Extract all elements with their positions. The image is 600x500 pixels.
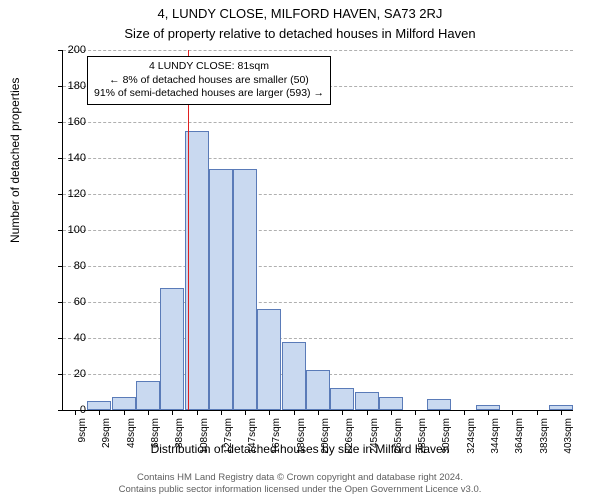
x-tick-mark bbox=[537, 410, 538, 415]
x-tick-label: 344sqm bbox=[490, 418, 501, 468]
x-tick-mark bbox=[391, 410, 392, 415]
x-tick-mark bbox=[488, 410, 489, 415]
bar bbox=[476, 405, 500, 410]
x-tick-mark bbox=[245, 410, 246, 415]
x-tick-mark bbox=[367, 410, 368, 415]
x-tick-label: 324sqm bbox=[466, 418, 477, 468]
footer-line1: Contains HM Land Registry data © Crown c… bbox=[0, 472, 600, 484]
annotation-line2: ← 8% of detached houses are smaller (50) bbox=[94, 74, 324, 88]
x-tick-label: 108sqm bbox=[199, 418, 210, 468]
bar bbox=[549, 405, 573, 410]
footer-line2: Contains public sector information licen… bbox=[0, 484, 600, 496]
bar bbox=[112, 397, 136, 410]
x-tick-mark bbox=[148, 410, 149, 415]
x-tick-label: 285sqm bbox=[417, 418, 428, 468]
x-tick-mark bbox=[294, 410, 295, 415]
x-tick-mark bbox=[124, 410, 125, 415]
x-tick-mark bbox=[439, 410, 440, 415]
x-tick-mark bbox=[342, 410, 343, 415]
x-tick-mark bbox=[99, 410, 100, 415]
annotation-box: 4 LUNDY CLOSE: 81sqm ← 8% of detached ho… bbox=[87, 56, 331, 105]
x-tick-label: 265sqm bbox=[393, 418, 404, 468]
chart-title-main: 4, LUNDY CLOSE, MILFORD HAVEN, SA73 2RJ bbox=[0, 6, 600, 21]
bar bbox=[209, 169, 233, 410]
x-tick-mark bbox=[561, 410, 562, 415]
x-tick-label: 167sqm bbox=[271, 418, 282, 468]
x-tick-label: 48sqm bbox=[126, 418, 137, 468]
x-tick-mark bbox=[512, 410, 513, 415]
bar bbox=[136, 381, 160, 410]
bar bbox=[306, 370, 330, 410]
x-tick-label: 127sqm bbox=[223, 418, 234, 468]
chart-container: 4, LUNDY CLOSE, MILFORD HAVEN, SA73 2RJ … bbox=[0, 0, 600, 500]
bar bbox=[233, 169, 257, 410]
x-tick-label: 29sqm bbox=[101, 418, 112, 468]
x-tick-label: 403sqm bbox=[563, 418, 574, 468]
x-tick-mark bbox=[415, 410, 416, 415]
x-tick-label: 9sqm bbox=[77, 418, 88, 468]
x-tick-label: 88sqm bbox=[174, 418, 185, 468]
x-tick-label: 226sqm bbox=[344, 418, 355, 468]
x-tick-label: 364sqm bbox=[514, 418, 525, 468]
annotation-line1: 4 LUNDY CLOSE: 81sqm bbox=[94, 60, 324, 74]
x-tick-mark bbox=[172, 410, 173, 415]
bar bbox=[160, 288, 184, 410]
bar bbox=[427, 399, 451, 410]
y-axis-label: Number of detached properties bbox=[8, 78, 22, 243]
bar bbox=[355, 392, 379, 410]
bar bbox=[282, 342, 306, 410]
chart-title-sub: Size of property relative to detached ho… bbox=[0, 26, 600, 41]
plot-area: 4 LUNDY CLOSE: 81sqm ← 8% of detached ho… bbox=[62, 50, 573, 411]
x-tick-label: 68sqm bbox=[150, 418, 161, 468]
x-tick-label: 206sqm bbox=[320, 418, 331, 468]
x-tick-label: 383sqm bbox=[539, 418, 550, 468]
x-tick-mark bbox=[464, 410, 465, 415]
x-tick-label: 245sqm bbox=[369, 418, 380, 468]
footer-text: Contains HM Land Registry data © Crown c… bbox=[0, 472, 600, 496]
annotation-line3: 91% of semi-detached houses are larger (… bbox=[94, 87, 324, 101]
bar bbox=[87, 401, 111, 410]
x-tick-mark bbox=[221, 410, 222, 415]
x-tick-label: 147sqm bbox=[247, 418, 258, 468]
x-tick-mark bbox=[269, 410, 270, 415]
x-tick-mark bbox=[197, 410, 198, 415]
x-tick-label: 305sqm bbox=[441, 418, 452, 468]
bar bbox=[257, 309, 281, 410]
bar bbox=[330, 388, 354, 410]
x-tick-mark bbox=[318, 410, 319, 415]
x-tick-label: 186sqm bbox=[296, 418, 307, 468]
bar bbox=[379, 397, 403, 410]
